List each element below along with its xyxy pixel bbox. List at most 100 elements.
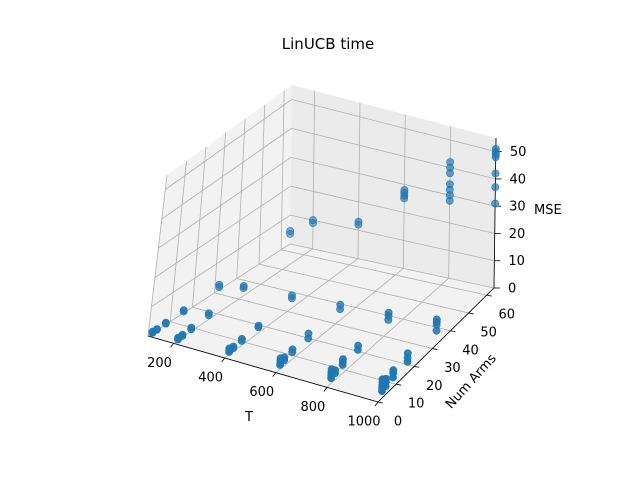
data-point [148, 327, 157, 336]
y-tick-label: 20 [426, 379, 443, 394]
data-point [446, 158, 455, 166]
y-tick-label: 30 [444, 361, 461, 376]
z-grid-line [290, 214, 495, 262]
y-tick-label: 10 [408, 397, 425, 412]
data-point [445, 180, 454, 189]
y-grid-line [214, 292, 433, 349]
data-point [354, 217, 363, 226]
z-grid-line [291, 127, 496, 180]
data-point [309, 216, 317, 225]
data-point [276, 354, 285, 363]
x-tick-mark [323, 387, 328, 392]
x-tick-label: 200 [147, 356, 172, 371]
x-tick-label: 600 [249, 385, 274, 400]
data-point [491, 199, 499, 208]
x-axis-label: T [244, 410, 253, 425]
data-point [384, 308, 393, 317]
x-grid-line [357, 102, 361, 259]
y-tick-label: 50 [480, 325, 497, 340]
data-point [389, 366, 398, 375]
data-point [174, 333, 183, 342]
z-tick-label: 30 [509, 200, 526, 215]
x-tick-mark [170, 343, 174, 348]
data-point [215, 280, 224, 289]
z-tick-label: 20 [509, 227, 526, 242]
data-point [239, 282, 248, 290]
data-point [304, 329, 313, 338]
y-tick-mark [450, 330, 456, 333]
y-grid-line [236, 118, 246, 279]
y-grid-line [258, 104, 266, 265]
data-point [288, 345, 297, 354]
z-grid-line [290, 185, 495, 234]
data-point [225, 344, 234, 353]
y-tick-mark [468, 312, 474, 315]
data-point [327, 365, 336, 374]
data-point [403, 349, 412, 358]
y-tick-mark [396, 383, 402, 386]
back-pane [290, 85, 496, 288]
x-grid-line [173, 248, 313, 344]
data-point [161, 318, 170, 327]
y-grid-line [170, 321, 397, 385]
z-grid-line [151, 214, 291, 308]
y-tick-mark [432, 348, 438, 350]
y-grid-line [280, 90, 285, 250]
data-point [432, 315, 441, 324]
x-grid-line [224, 258, 359, 359]
data-points [148, 144, 500, 395]
x-tick-mark [221, 357, 225, 363]
axes-panes [148, 85, 496, 402]
y-tick-mark [377, 401, 384, 404]
axis-lines [147, 137, 497, 403]
z-grid-line [291, 99, 496, 153]
data-point [339, 355, 347, 363]
x-tick-mark [272, 372, 277, 377]
x-grid-line [275, 268, 404, 373]
z-tick-label: 0 [508, 282, 516, 297]
z-axis-line [493, 137, 497, 289]
z-tick-label: 40 [509, 172, 526, 187]
y-grid-line [169, 160, 187, 322]
x-tick-label: 400 [198, 371, 223, 386]
data-point [288, 291, 296, 300]
y-tick-mark [486, 294, 492, 297]
z-grid-line [161, 128, 292, 220]
data-point [354, 341, 362, 350]
z-grid-line [165, 99, 293, 190]
chart-title: LinUCB time [282, 35, 374, 53]
x-tick-label: 1000 [347, 415, 380, 430]
y-grid-line [191, 146, 207, 308]
x-tick-mark [374, 401, 379, 407]
y-axis-line [377, 287, 495, 403]
y-grid-line [192, 306, 415, 367]
x-grid-line [326, 277, 449, 388]
data-point [179, 306, 188, 314]
z-grid-line [290, 156, 496, 207]
y-tick-mark [414, 365, 420, 368]
data-point [254, 321, 263, 330]
data-point [237, 334, 246, 343]
z-axis-label: MSE [534, 203, 562, 218]
z-grid-line [154, 185, 291, 278]
data-point [286, 227, 295, 235]
data-point [400, 186, 409, 194]
y-grid-line [147, 174, 168, 337]
z-grid-line [158, 156, 292, 249]
data-point [187, 323, 196, 332]
z-tick-label: 10 [508, 254, 525, 269]
data-point [491, 144, 500, 153]
y-grid-line [214, 132, 226, 293]
data-point [336, 300, 345, 309]
x-axis-line [147, 335, 379, 403]
z-grid-line [289, 243, 495, 289]
y-tick-label: 0 [394, 415, 402, 430]
y-tick-label: 60 [498, 308, 515, 323]
z-tick-label: 50 [510, 145, 527, 160]
x-tick-label: 800 [300, 400, 325, 415]
y-grid-line [281, 249, 487, 296]
y-grid-line [258, 263, 469, 314]
